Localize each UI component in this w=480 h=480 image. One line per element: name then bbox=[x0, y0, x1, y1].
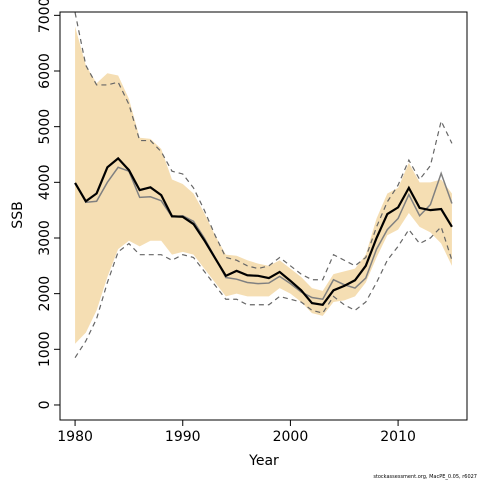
y-tick-label: 4000 bbox=[37, 165, 53, 201]
y-tick-label: 3000 bbox=[37, 220, 53, 256]
y-tick-label: 2000 bbox=[37, 276, 53, 312]
x-axis-label: Year bbox=[248, 453, 279, 469]
x-tick-label: 2010 bbox=[380, 429, 416, 445]
y-tick-label: 1000 bbox=[37, 331, 53, 367]
x-tick-label: 1990 bbox=[165, 429, 201, 445]
y-tick-label: 6000 bbox=[37, 53, 53, 89]
y-tick-label: 7000 bbox=[37, 0, 53, 33]
footnote: stockassessment.org, MacPE_0.05, r6027 bbox=[373, 474, 477, 480]
confidence-band bbox=[75, 26, 452, 344]
y-tick-label: 5000 bbox=[37, 109, 53, 145]
y-axis-label: SSB bbox=[10, 201, 26, 228]
x-tick-label: 1980 bbox=[57, 429, 93, 445]
x-tick-label: 2000 bbox=[273, 429, 309, 445]
series-line bbox=[74, 12, 453, 281]
series-line bbox=[74, 225, 453, 358]
series-line bbox=[74, 156, 453, 306]
y-tick-label: 0 bbox=[37, 401, 53, 410]
plot-box bbox=[59, 11, 468, 421]
series-line bbox=[74, 166, 453, 301]
